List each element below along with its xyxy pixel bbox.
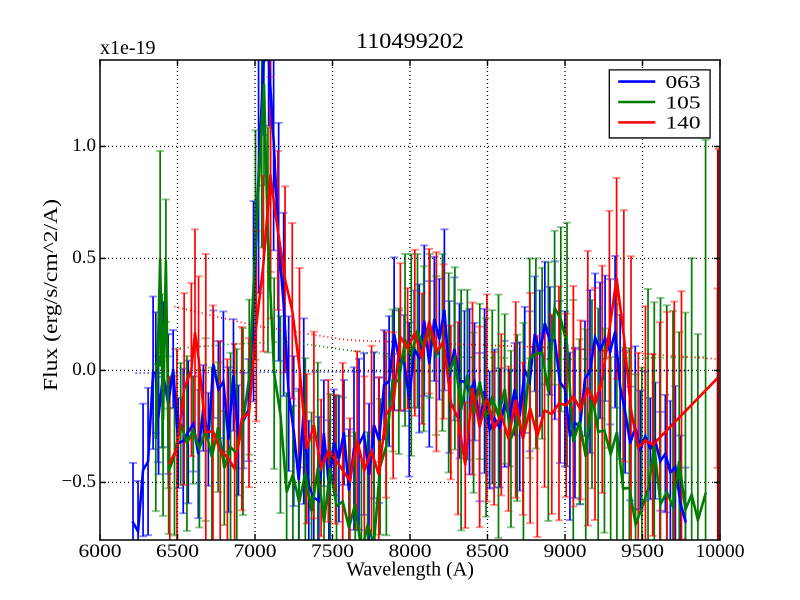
svg-text:063: 063: [666, 72, 701, 92]
svg-text:9500: 9500: [621, 541, 664, 562]
svg-text:8000: 8000: [389, 541, 432, 562]
svg-text:Flux (erg/s/cm^2/A): Flux (erg/s/cm^2/A): [40, 199, 62, 391]
svg-text:7000: 7000: [234, 541, 277, 562]
svg-text:x1e-19: x1e-19: [100, 37, 156, 59]
svg-text:0.5: 0.5: [72, 247, 96, 268]
svg-text:105: 105: [666, 92, 701, 112]
svg-text:140: 140: [666, 113, 701, 133]
svg-text:10000: 10000: [696, 541, 745, 562]
svg-text:9000: 9000: [544, 541, 587, 562]
svg-text:6000: 6000: [79, 541, 122, 562]
svg-text:0.0: 0.0: [72, 359, 96, 380]
svg-text:−0.5: −0.5: [62, 471, 96, 492]
svg-text:1.0: 1.0: [72, 135, 96, 156]
svg-text:7500: 7500: [311, 541, 354, 562]
svg-text:110499202: 110499202: [356, 28, 464, 53]
svg-text:6500: 6500: [156, 541, 199, 562]
svg-text:8500: 8500: [466, 541, 509, 562]
svg-text:Wavelength (A): Wavelength (A): [346, 558, 474, 580]
